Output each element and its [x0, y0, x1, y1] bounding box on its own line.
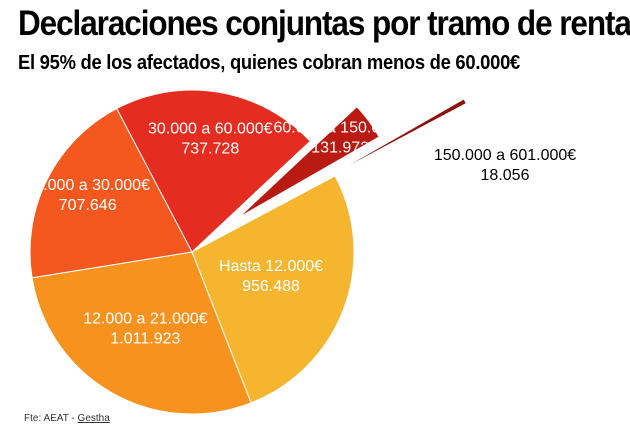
pie-slice-12-000-a-21-000 [31, 251, 252, 415]
slice-label-12-000-a-21-000: 12.000 a 21.000€ 1.011.923 [83, 311, 208, 348]
pie-slice-21-000-a-30-000 [29, 107, 193, 279]
pie-slice-30-000-a-60-000 [116, 89, 311, 253]
slice-value-label: 18.056 [481, 167, 530, 184]
source-prefix: Fte: AEAT - [24, 413, 78, 424]
slice-category-label: 30.000 a 60.000€ [148, 120, 273, 137]
slice-category-label: 21.000 a 30.000€ [25, 177, 150, 194]
source-note: Fte: AEAT - Gestha [24, 413, 110, 424]
pie-slice-hasta-12-000 [191, 175, 355, 404]
slice-value-label: 737.728 [181, 140, 239, 157]
pie-slice-60-000-a-150-000 [238, 105, 380, 218]
slice-label-21-000-a-30-000: 21.000 a 30.000€ 707.646 [25, 177, 150, 214]
slice-value-label: 1.011.923 [110, 331, 180, 348]
slice-category-label: 60.000 a 150.000€ [273, 119, 407, 136]
slice-value-label: 707.646 [59, 197, 117, 214]
slice-category-label: 150.000 a 601.000€ [434, 147, 576, 164]
pie-slice-150-000-a-601-000 [323, 98, 468, 180]
slice-label-60-000-a-150-000: 60.000 a 150.000€ 131.972 [273, 119, 407, 156]
slice-label-150-000-a-601-000: 150.000 a 601.000€ 18.056 [434, 147, 576, 184]
slice-category-label: 12.000 a 21.000€ [83, 311, 208, 328]
slice-category-label: Hasta 12.000€ [219, 258, 323, 275]
chart-subtitle: El 95% de los afectados, quienes cobran … [18, 52, 521, 74]
slice-value-label: 956.488 [242, 278, 300, 295]
chart-title: Declaraciones conjuntas por tramo de ren… [18, 4, 630, 43]
slice-label-hasta-12-000: Hasta 12.000€ 956.488 [219, 258, 323, 295]
slice-value-label: 131.972 [311, 139, 369, 156]
slice-label-30-000-a-60-000: 30.000 a 60.000€ 737.728 [148, 120, 273, 157]
source-link[interactable]: Gestha [77, 413, 110, 424]
